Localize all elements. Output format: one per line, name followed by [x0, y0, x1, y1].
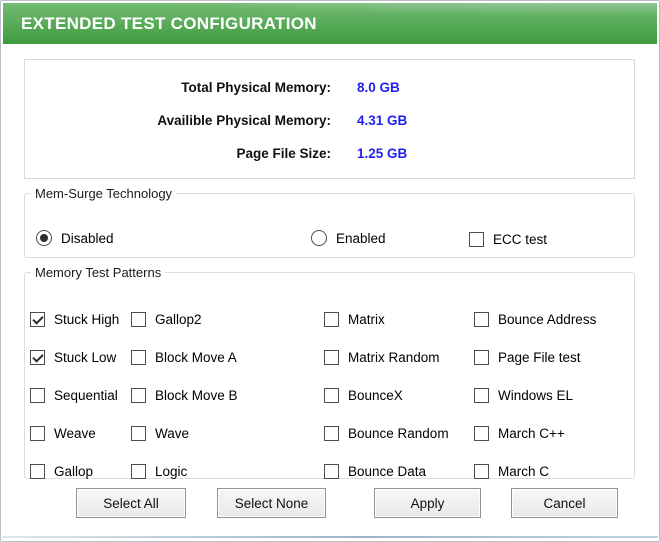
checkbox-icon-matrix[interactable] — [324, 311, 339, 327]
checkbox-item-ecc-test[interactable]: ECC test — [469, 228, 547, 250]
checkbox-item-bouncex[interactable]: BounceX — [324, 384, 449, 406]
checkbox-item-windows-el[interactable]: Windows EL — [474, 384, 596, 406]
dialog-title-bar: EXTENDED TEST CONFIGURATION — [3, 3, 657, 44]
patterns-column-1: Stuck High Stuck Low Sequential Weave Gallop — [30, 308, 119, 498]
patterns-column-2: Gallop2 Block Move A Block Move B Wave Logic — [131, 308, 238, 498]
option-label: Logic — [155, 463, 188, 479]
dialog-button-row: Select All Select None Apply Cancel — [1, 488, 659, 518]
checkbox-item-matrix-random[interactable]: Matrix Random — [324, 346, 449, 368]
memory-info-row-availible-physical-memory: Availible Physical Memory: 4.31 GB — [25, 104, 634, 137]
checkbox-icon-stuck-high[interactable] — [30, 311, 45, 327]
option-label: March C++ — [498, 425, 565, 441]
checkbox-item-page-file-test[interactable]: Page File test — [474, 346, 596, 368]
option-label: Page File test — [498, 349, 581, 365]
checkbox-item-weave[interactable]: Weave — [30, 422, 119, 444]
radio-icon-enabled[interactable] — [311, 230, 327, 246]
memory-info-label: Availible Physical Memory: — [157, 113, 331, 128]
option-label: Windows EL — [498, 387, 574, 403]
option-label: Matrix Random — [348, 349, 440, 365]
checkbox-icon-weave[interactable] — [30, 425, 45, 441]
option-label: BounceX — [348, 387, 403, 403]
checkbox-icon-ecc-test[interactable] — [469, 231, 484, 247]
radio-item-enabled[interactable]: Enabled — [311, 227, 386, 249]
checkbox-item-wave[interactable]: Wave — [131, 422, 238, 444]
checkbox-icon-gallop2[interactable] — [131, 311, 146, 327]
mem-surge-group-title: Mem-Surge Technology — [35, 186, 173, 201]
memory-info-value: 1.25 GB — [357, 146, 408, 161]
checkbox-icon-matrix-random[interactable] — [324, 349, 339, 365]
checkbox-item-gallop2[interactable]: Gallop2 — [131, 308, 238, 330]
checkbox-icon-page-file-test[interactable] — [474, 349, 489, 365]
checkbox-icon-bouncex[interactable] — [324, 387, 339, 403]
checkbox-item-gallop[interactable]: Gallop — [30, 460, 119, 482]
radio-icon-disabled[interactable] — [36, 230, 52, 246]
checkbox-icon-bounce-address[interactable] — [474, 311, 489, 327]
option-label: March C — [498, 463, 550, 479]
patterns-column-4: Bounce Address Page File test Windows EL Ma… — [474, 308, 596, 498]
checkbox-item-sequential[interactable]: Sequential — [30, 384, 119, 406]
checkbox-item-block-move-b[interactable]: Block Move B — [131, 384, 238, 406]
dialog-title: EXTENDED TEST CONFIGURATION — [21, 13, 317, 33]
mem-surge-group: Mem-Surge Technology Disabled Enabled ECC … — [24, 186, 635, 258]
checkbox-icon-windows-el[interactable] — [474, 387, 489, 403]
checkbox-icon-wave[interactable] — [131, 425, 146, 441]
memory-info-value: 4.31 GB — [357, 113, 408, 128]
checkbox-icon-bounce-random[interactable] — [324, 425, 339, 441]
option-label: Wave — [155, 425, 190, 441]
checkbox-item-logic[interactable]: Logic — [131, 460, 238, 482]
checkbox-item-matrix[interactable]: Matrix — [324, 308, 449, 330]
apply-button[interactable]: Apply — [374, 488, 481, 518]
option-label: Gallop — [54, 463, 94, 479]
checkbox-item-march-c[interactable]: March C++ — [474, 422, 596, 444]
checkbox-icon-march-c[interactable] — [474, 425, 489, 441]
checkbox-item-bounce-random[interactable]: Bounce Random — [324, 422, 449, 444]
memory-info-row-page-file-size: Page File Size: 1.25 GB — [25, 137, 634, 170]
checkbox-item-block-move-a[interactable]: Block Move A — [131, 346, 238, 368]
checkbox-icon-block-move-b[interactable] — [131, 387, 146, 403]
checkbox-item-march-c[interactable]: March C — [474, 460, 596, 482]
option-label: Sequential — [54, 387, 118, 403]
option-label: Gallop2 — [155, 311, 202, 327]
memory-info-panel: Total Physical Memory: 8.0 GB Availible Ph… — [24, 59, 635, 179]
memory-test-patterns-group-title: Memory Test Patterns — [35, 265, 162, 280]
select-none-button[interactable]: Select None — [217, 488, 326, 518]
option-label: Bounce Data — [348, 463, 427, 479]
checkbox-icon-stuck-low[interactable] — [30, 349, 45, 365]
option-label: Bounce Address — [498, 311, 597, 327]
checkbox-icon-march-c[interactable] — [474, 463, 489, 479]
checkbox-item-bounce-address[interactable]: Bounce Address — [474, 308, 596, 330]
checkbox-icon-logic[interactable] — [131, 463, 146, 479]
checkbox-icon-block-move-a[interactable] — [131, 349, 146, 365]
select-all-button[interactable]: Select All — [76, 488, 186, 518]
checkbox-item-bounce-data[interactable]: Bounce Data — [324, 460, 449, 482]
option-label: Block Move A — [155, 349, 237, 365]
checkbox-icon-sequential[interactable] — [30, 387, 45, 403]
memory-info-label: Page File Size: — [236, 146, 331, 161]
memory-info-value: 8.0 GB — [357, 80, 400, 95]
memory-test-patterns-group: Memory Test Patterns Stuck High Stuck Low… — [24, 265, 635, 479]
cancel-button[interactable]: Cancel — [511, 488, 618, 518]
option-label: Block Move B — [155, 387, 238, 403]
option-label: Bounce Random — [348, 425, 449, 441]
option-label: Stuck Low — [54, 349, 117, 365]
memory-info-label: Total Physical Memory: — [181, 80, 331, 95]
option-label: Stuck High — [54, 311, 120, 327]
patterns-column-3: Matrix Matrix Random BounceX Bounce Random B… — [324, 308, 449, 498]
option-label: Disabled — [61, 230, 114, 246]
checkbox-icon-bounce-data[interactable] — [324, 463, 339, 479]
radio-item-disabled[interactable]: Disabled — [36, 227, 114, 249]
checkbox-icon-gallop[interactable] — [30, 463, 45, 479]
option-label: ECC test — [493, 231, 548, 247]
memory-info-row-total-physical-memory: Total Physical Memory: 8.0 GB — [25, 71, 634, 104]
option-label: Weave — [54, 425, 96, 441]
option-label: Enabled — [336, 230, 386, 246]
checkbox-item-stuck-high[interactable]: Stuck High — [30, 308, 119, 330]
option-label: Matrix — [348, 311, 385, 327]
checkbox-item-stuck-low[interactable]: Stuck Low — [30, 346, 119, 368]
